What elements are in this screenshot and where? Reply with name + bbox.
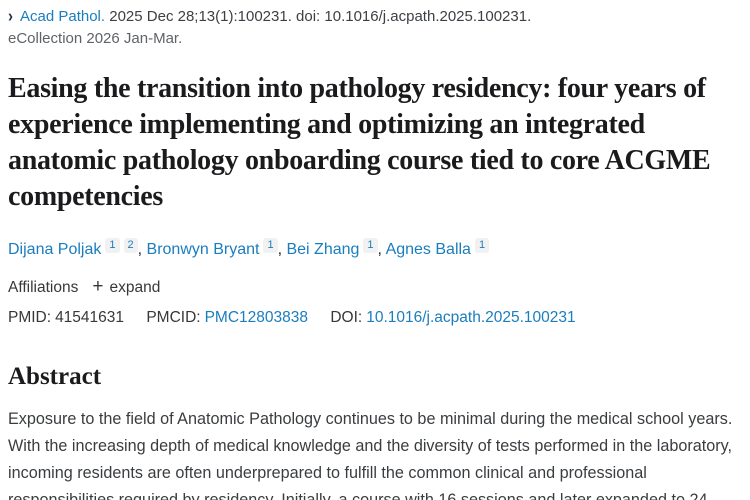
pmcid-label: PMCID: [146, 309, 201, 326]
citation-details: 2025 Dec 28;13(1):100231. doi: 10.1016/j… [109, 8, 532, 25]
journal-link[interactable]: Acad Pathol. [20, 8, 106, 25]
pmid-label: PMID: [8, 309, 52, 326]
author-link[interactable]: Bei Zhang [286, 241, 360, 258]
affiliations-expand-button[interactable]: + expand [92, 276, 161, 297]
author-affiliation-badge[interactable]: 1 [105, 238, 120, 253]
author-separator: , [277, 241, 287, 258]
doi-label: DOI: [330, 309, 363, 326]
author-link[interactable]: Dijana Poljak [8, 241, 102, 258]
article-title: Easing the transition into pathology res… [8, 73, 711, 212]
pmid-value: 41541631 [55, 309, 125, 326]
author-affiliation-badge[interactable]: 1 [474, 238, 490, 253]
authors-list: Dijana Poljak 1 2, Bronwyn Bryant 1, Bei Zh… [8, 237, 744, 263]
author-affiliation-badge[interactable]: 1 [363, 238, 378, 253]
identifiers-row: PMID: 41541631 PMCID: PMC12803838 DOI: 10.1… [8, 307, 744, 329]
pmcid-item: PMCID: PMC12803838 [146, 309, 308, 326]
author-affiliation-badge[interactable]: 1 [263, 238, 278, 253]
pmcid-link[interactable]: PMC12803838 [204, 309, 309, 326]
author-link[interactable]: Bronwyn Bryant [146, 241, 260, 258]
plus-icon: + [92, 276, 104, 297]
affiliations-row: Affiliations + expand [8, 276, 744, 297]
chevron-right-icon: › [8, 6, 13, 27]
citation-line: › Acad Pathol. 2025 Dec 28;13(1):100231. … [8, 6, 744, 28]
pmid-item: PMID: 41541631 [8, 309, 124, 326]
abstract-heading: Abstract [8, 363, 102, 390]
doi-item: DOI: 10.1016/j.acpath.2025.100231 [330, 309, 575, 326]
expand-label: expand [109, 278, 161, 296]
author-link[interactable]: Agnes Balla [385, 241, 471, 258]
ecollection-text: eCollection 2026 Jan-Mar. [8, 30, 183, 47]
doi-link[interactable]: 10.1016/j.acpath.2025.100231 [366, 309, 576, 326]
author-separator: , [137, 241, 147, 258]
author-separator: , [377, 241, 386, 258]
author-affiliation-badge[interactable]: 2 [123, 238, 138, 253]
affiliations-label: Affiliations [8, 278, 79, 296]
abstract-text: Exposure to the field of Anatomic Pathol… [8, 410, 733, 500]
